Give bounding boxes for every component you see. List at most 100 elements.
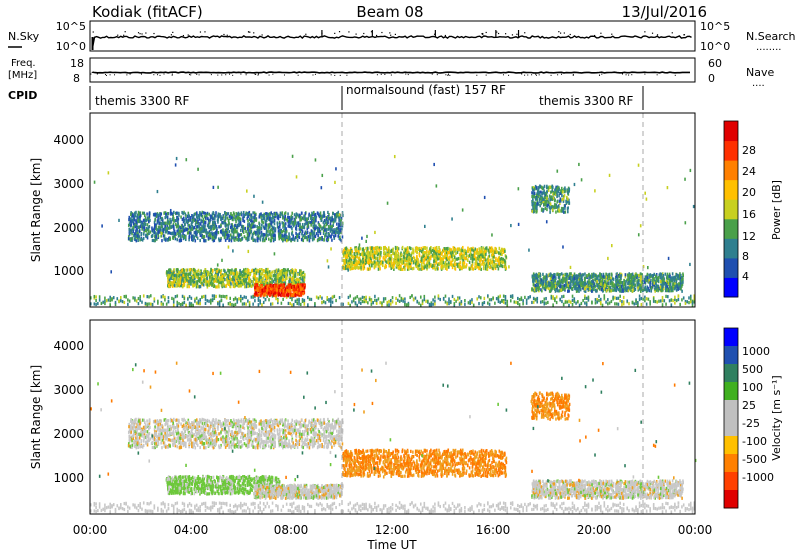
heat-cell (312, 216, 315, 221)
heat-cell (379, 250, 381, 254)
heat-cell (509, 294, 512, 299)
heat-cell (358, 300, 360, 304)
heat-cell (226, 212, 228, 216)
heat-cell (256, 277, 259, 281)
heat-cell (312, 225, 315, 230)
heat-cell (329, 303, 332, 307)
heat-cell (262, 276, 264, 280)
heat-cell (195, 233, 198, 237)
heat-cell (285, 229, 288, 233)
heat-cell (331, 238, 333, 242)
heat-cell (313, 221, 316, 225)
heat-cell (490, 265, 492, 269)
nsearch-dot (559, 32, 562, 34)
heat-cell (440, 264, 443, 268)
heat-cell (391, 264, 394, 268)
heat-cell (455, 257, 458, 261)
nsearch-dot (651, 32, 654, 34)
heat-cell (223, 268, 225, 272)
heat-cell (665, 294, 667, 298)
heat-cell (437, 254, 440, 259)
heat-cell (209, 214, 212, 218)
heat-cell (299, 288, 302, 293)
heat-cell (178, 239, 181, 243)
heat-cell (453, 302, 456, 306)
heat-cell (407, 247, 409, 251)
heat-cell (465, 263, 468, 267)
heat-cell (203, 269, 205, 274)
freq-left-tick-bottom: 8 (73, 72, 80, 85)
heat-cell (314, 214, 316, 219)
heat-cell (536, 300, 539, 304)
heat-cell (308, 239, 311, 243)
heat-cell (330, 227, 332, 231)
heat-cell (137, 296, 140, 301)
heat-cell (489, 258, 492, 262)
heat-cell (426, 267, 428, 271)
heat-cell (192, 274, 195, 278)
heat-cell (358, 266, 361, 270)
cpid-segment-2: normalsound (fast) 157 RF (346, 83, 506, 97)
heat-cell (408, 257, 410, 262)
heat-cell (405, 303, 408, 307)
heat-cell (317, 230, 319, 234)
nsearch-dot (123, 34, 125, 36)
heat-cell (264, 225, 267, 229)
heat-cell (204, 224, 206, 228)
nsearch-dot (516, 33, 518, 35)
heat-cell (182, 226, 185, 230)
heat-cell (181, 285, 184, 289)
heat-cell (397, 298, 399, 302)
heat-cell (292, 222, 294, 226)
heat-cell (280, 212, 282, 216)
nave-dot (90, 73, 92, 75)
heat-cell (370, 299, 373, 303)
heat-cell (261, 233, 264, 237)
heat-cell (168, 226, 171, 230)
nave-dot (572, 74, 574, 76)
heat-cell (291, 211, 294, 215)
heat-cell (272, 237, 275, 241)
heat-cell (573, 297, 576, 301)
heat-cell (373, 250, 376, 254)
heat-cell (442, 248, 445, 252)
heat-cell (231, 214, 234, 218)
heat-cell (681, 298, 683, 302)
heat-cell (296, 283, 299, 287)
heat-cell (210, 279, 213, 283)
heat-cell (268, 212, 271, 216)
heat-cell (649, 302, 651, 306)
heat-cell (151, 302, 154, 307)
heat-cell (461, 249, 464, 253)
freq-frame (89, 57, 696, 83)
heat-cell (404, 252, 406, 256)
heat-cell (503, 264, 506, 269)
heat-cell (323, 223, 326, 227)
heat-cell (119, 299, 122, 303)
heat-cell (246, 212, 248, 216)
heat-cell (265, 223, 268, 227)
heat-cell (377, 252, 380, 256)
heat-cell (649, 300, 651, 304)
heat-cell (346, 251, 349, 255)
heat-cell (189, 279, 192, 283)
heat-cell (164, 230, 167, 234)
heat-cell (367, 301, 369, 305)
freq-left-tick-top: 18 (70, 57, 84, 70)
heat-cell (433, 265, 436, 269)
heat-cell (434, 299, 436, 303)
heat-cell (432, 266, 435, 270)
heat-cell (137, 219, 140, 223)
heat-cell (691, 303, 694, 307)
heat-cell (296, 301, 299, 306)
heat-cell (250, 229, 253, 234)
heat-cell (159, 228, 162, 232)
heat-cell (172, 217, 175, 221)
heat-cell (254, 230, 256, 234)
heat-cell (277, 229, 280, 233)
heat-cell (407, 265, 409, 269)
heat-cell (410, 261, 413, 265)
heat-cell (292, 234, 295, 238)
heat-cell (194, 239, 197, 243)
heat-cell (224, 219, 226, 223)
